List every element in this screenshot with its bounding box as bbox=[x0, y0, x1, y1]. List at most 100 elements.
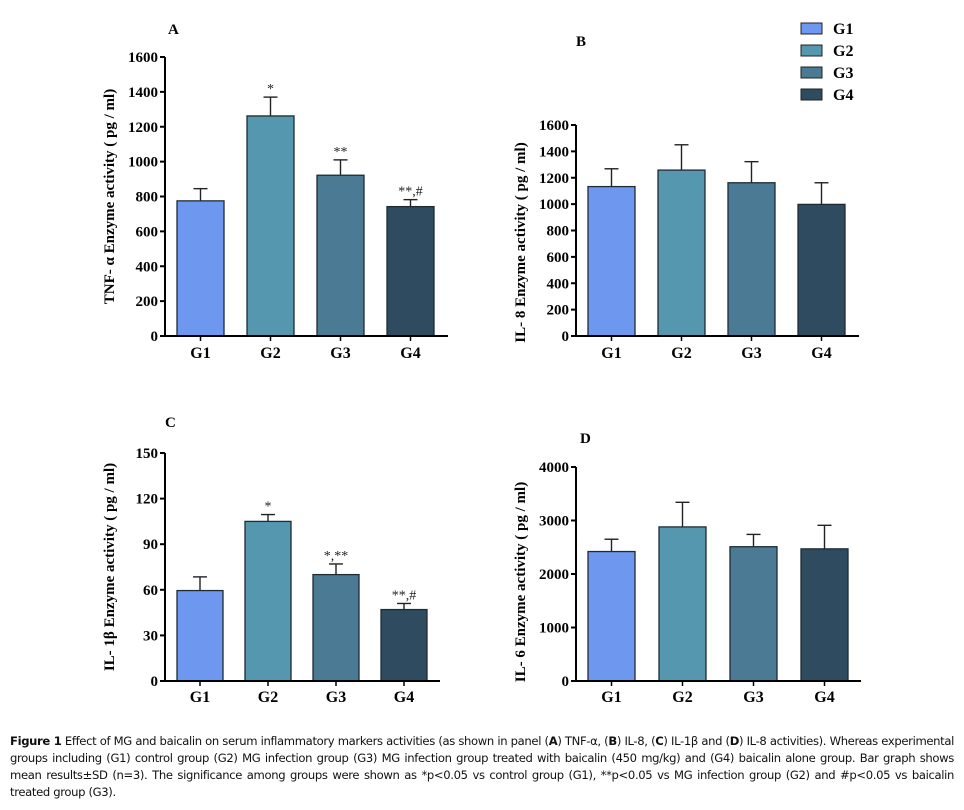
legend-label-g3: G3 bbox=[833, 65, 853, 82]
x-tick-label-g4: G4 bbox=[814, 689, 834, 706]
y-axis-label: IL- 1β Enzyme activity ( pg / ml) bbox=[102, 463, 118, 671]
caption-text-2: ) TNF-α, ( bbox=[557, 734, 609, 748]
y-tick-label: 120 bbox=[136, 492, 159, 508]
bar-g3 bbox=[312, 573, 360, 682]
y-tick-label: 1000 bbox=[539, 197, 569, 213]
y-tick-label: 1000 bbox=[539, 621, 569, 637]
x-tick-label-g4: G4 bbox=[811, 345, 831, 362]
y-tick-label: 800 bbox=[136, 190, 159, 206]
bar-g4 bbox=[797, 203, 846, 337]
y-tick-label: 30 bbox=[143, 628, 158, 644]
caption-text-3: ) IL-8, ( bbox=[616, 734, 656, 748]
panel-d-il-6: G1 G2 G3 G4 0 1000 2000 3000 4000 IL- 6 Enzyme ac… bbox=[513, 460, 861, 706]
x-tick-label-g4: G4 bbox=[394, 689, 414, 706]
bar-g3 bbox=[729, 546, 778, 682]
y-tick-label: 1200 bbox=[539, 171, 569, 187]
panel-letter-a: A bbox=[168, 22, 179, 38]
panel-letter-d: D bbox=[580, 431, 591, 447]
significance-mark-g2: * bbox=[267, 82, 274, 97]
y-tick-label: 800 bbox=[547, 224, 570, 240]
y-tick-label: 1400 bbox=[128, 85, 158, 101]
x-tick-label-g3: G3 bbox=[326, 689, 346, 706]
legend-label-g2: G2 bbox=[833, 43, 853, 60]
legend-label-g4: G4 bbox=[833, 87, 853, 104]
bar-g1 bbox=[587, 185, 636, 337]
x-tick-label-g2: G2 bbox=[671, 345, 691, 362]
legend: G1 G2 G3 G4 bbox=[800, 21, 853, 104]
caption-text-5: ) IL-8 activities). Whereas experimental… bbox=[10, 734, 955, 799]
legend-label-g1: G1 bbox=[833, 21, 853, 38]
figure-panels: A B C D G1*G2**G3**,#G402004006008001000… bbox=[102, 21, 861, 706]
bar-g1 bbox=[176, 200, 225, 337]
x-tick-label-g1: G1 bbox=[190, 689, 210, 706]
x-tick-label-g3: G3 bbox=[743, 689, 763, 706]
y-tick-label: 3000 bbox=[539, 514, 569, 530]
panel-c-il-1beta: G1 * G2 *,** G3 **,# G4 0 30 60 90 120 150 IL- 1β Enz… bbox=[102, 446, 440, 706]
legend-swatch-g4 bbox=[800, 88, 823, 101]
x-tick-label-g4: G4 bbox=[400, 345, 420, 362]
y-tick-label: 0 bbox=[562, 674, 570, 690]
bar-g2 bbox=[658, 526, 707, 682]
bar-g1 bbox=[176, 589, 224, 682]
y-tick-label: 200 bbox=[136, 294, 159, 310]
bar-g1 bbox=[587, 550, 636, 682]
figure-caption: Figure 1 Effect of MG and baicalin on se… bbox=[10, 733, 954, 801]
panel-b-il-8: G1 G2 G3 G4 0 200 400 600 800 1000 1200 1400 1600 IL-… bbox=[513, 118, 859, 362]
significance-mark-g3: *,** bbox=[324, 549, 349, 564]
y-tick-label: 1600 bbox=[128, 50, 158, 66]
bar-g4 bbox=[800, 548, 849, 682]
legend-swatch-g2 bbox=[800, 44, 823, 57]
caption-panel-d: D bbox=[729, 734, 740, 748]
x-tick-label-g3: G3 bbox=[741, 345, 761, 362]
y-tick-label: 600 bbox=[547, 250, 570, 266]
caption-text-1: Effect of MG and baicalin on serum infla… bbox=[61, 734, 549, 748]
bar-g2 bbox=[244, 520, 292, 682]
bar-g4 bbox=[380, 608, 428, 682]
significance-mark-g4: **,# bbox=[398, 185, 423, 200]
panel-letter-b: B bbox=[576, 34, 586, 50]
y-tick-label: 4000 bbox=[539, 460, 569, 476]
caption-panel-c: C bbox=[655, 734, 664, 748]
x-tick-label-g2: G2 bbox=[260, 345, 280, 362]
significance-mark-g4: **,# bbox=[392, 588, 417, 603]
legend-swatch-g1 bbox=[800, 22, 823, 35]
y-tick-label: 1000 bbox=[128, 155, 158, 171]
x-tick-label-g2: G2 bbox=[258, 689, 278, 706]
bar-g3 bbox=[316, 174, 365, 337]
bar-g2 bbox=[657, 169, 706, 337]
y-tick-label: 90 bbox=[143, 537, 158, 553]
x-tick-label-g3: G3 bbox=[330, 345, 350, 362]
caption-text-4: ) IL-1β and ( bbox=[663, 734, 730, 748]
y-tick-label: 1200 bbox=[128, 120, 158, 136]
x-tick-label-g1: G1 bbox=[190, 345, 210, 362]
y-axis-label: TNF- α Enzyme activity ( pg / ml) bbox=[102, 89, 118, 304]
significance-mark-g2: * bbox=[265, 500, 272, 515]
y-axis-label: IL- 6 Enzyme activity ( pg / ml) bbox=[513, 482, 529, 682]
y-tick-label: 1400 bbox=[539, 144, 569, 160]
y-tick-label: 0 bbox=[562, 329, 570, 345]
bar-g4 bbox=[386, 205, 435, 337]
y-axis-label: IL- 8 Enzyme activity ( pg / ml) bbox=[513, 142, 529, 342]
y-tick-label: 400 bbox=[136, 259, 159, 275]
y-tick-label: 0 bbox=[151, 329, 159, 345]
y-tick-label: 0 bbox=[151, 674, 159, 690]
y-tick-label: 1600 bbox=[539, 118, 569, 134]
caption-label: Figure 1 bbox=[10, 734, 62, 748]
legend-swatch-g3 bbox=[800, 66, 823, 79]
caption-panel-a: A bbox=[548, 734, 558, 748]
y-tick-label: 2000 bbox=[539, 567, 569, 583]
y-tick-label: 400 bbox=[547, 276, 570, 292]
significance-mark-g3: ** bbox=[334, 145, 348, 160]
y-tick-label: 60 bbox=[143, 583, 158, 599]
panel-letter-c: C bbox=[165, 415, 176, 431]
x-tick-label-g2: G2 bbox=[672, 689, 692, 706]
y-tick-label: 150 bbox=[136, 446, 159, 462]
y-tick-label: 200 bbox=[547, 303, 570, 319]
bar-g2 bbox=[246, 115, 295, 337]
caption-panel-b: B bbox=[608, 734, 617, 748]
bar-g3 bbox=[727, 182, 776, 337]
x-tick-label-g1: G1 bbox=[601, 345, 621, 362]
panel-a-tnf-alpha: G1 * G2 ** G3 **,# G4 0 200 400 600 800 1000 1200 1400… bbox=[102, 50, 448, 362]
y-tick-label: 600 bbox=[136, 224, 159, 240]
x-tick-label-g1: G1 bbox=[601, 689, 621, 706]
